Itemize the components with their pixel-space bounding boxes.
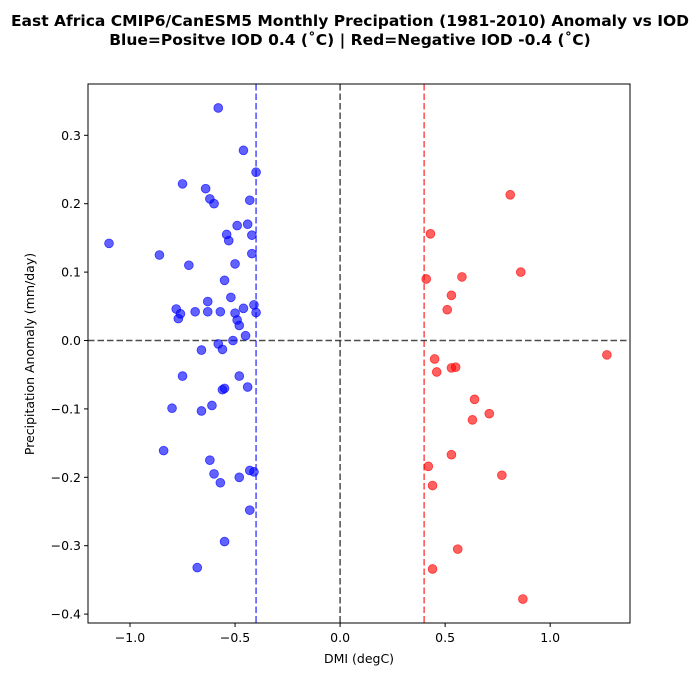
x-tick-label: 0.0 (330, 630, 350, 645)
data-point (217, 344, 228, 355)
y-tick-label: 0.0 (61, 333, 81, 348)
data-point (226, 292, 236, 303)
chart-title-line-1: East Africa CMIP6/CanESM5 Monthly Precip… (11, 12, 689, 30)
axes: −1.0 −0.5 0.0 0.5 1.0 −0.4 −0.3 −0.2 −0.1 0.0 0.1 0… (51, 83, 631, 645)
y-tick-label: 0.3 (61, 128, 81, 143)
y-tick-label: −0.2 (51, 470, 81, 485)
data-point (242, 219, 253, 230)
data-point (442, 304, 453, 315)
data-point (192, 562, 203, 573)
data-point (251, 167, 261, 178)
x-axis-label: DMI (degC) (324, 651, 394, 666)
plot-frame (87, 83, 631, 624)
data-point (177, 179, 188, 189)
data-point (228, 335, 238, 346)
data-point (244, 505, 255, 515)
data-point (215, 306, 226, 317)
data-point (238, 145, 249, 156)
data-point (515, 267, 526, 277)
data-point (450, 362, 461, 372)
data-point (190, 306, 200, 317)
data-point (452, 544, 463, 554)
data-point (467, 415, 478, 425)
data-point (427, 564, 438, 574)
chart-title-line-2: Blue=Positve IOD 0.4 (˚C) | Red=Negative… (109, 30, 591, 50)
data-point (167, 403, 177, 414)
data-point (215, 477, 226, 488)
data-point (421, 274, 432, 284)
data-point (497, 470, 507, 481)
data-point (213, 103, 224, 113)
data-point (469, 394, 480, 405)
data-point (219, 383, 230, 394)
data-point (154, 250, 165, 260)
x-tick-label: −0.5 (220, 630, 250, 645)
data-point (431, 367, 442, 377)
x-tick-label: 0.5 (435, 630, 455, 645)
data-point (425, 228, 436, 239)
y-tick-label: 0.2 (61, 196, 81, 211)
data-point (423, 461, 434, 472)
data-point (446, 290, 457, 301)
y-tick-label: −0.1 (51, 401, 81, 416)
data-point (196, 406, 207, 416)
data-point (158, 445, 169, 456)
data-point (505, 190, 516, 200)
data-point (240, 330, 251, 341)
data-point (251, 307, 261, 318)
x-tick-label: −1.0 (115, 630, 145, 645)
data-point (249, 467, 259, 477)
data-point (230, 259, 240, 269)
data-point (184, 260, 194, 271)
y-tick-label: −0.3 (51, 538, 81, 553)
data-point (223, 235, 234, 246)
data-point (200, 183, 211, 194)
plot-area (88, 84, 630, 623)
data-point (234, 320, 245, 331)
data-point (219, 536, 230, 547)
data-point (234, 472, 245, 483)
data-point (602, 350, 612, 360)
data-point (427, 480, 438, 491)
data-point (232, 220, 242, 231)
data-point (202, 296, 213, 307)
data-point (207, 400, 217, 411)
data-point (205, 455, 215, 466)
data-point (244, 195, 255, 206)
data-point (457, 272, 467, 282)
data-point (518, 594, 528, 604)
data-point (219, 275, 230, 286)
data-point (234, 371, 245, 381)
data-point (484, 408, 495, 419)
data-point (247, 230, 257, 240)
data-point (209, 198, 219, 209)
data-point (209, 469, 219, 479)
data-point (446, 449, 457, 460)
data-point (177, 371, 188, 381)
data-point (242, 382, 253, 392)
data-point (238, 303, 249, 314)
data-point (202, 306, 213, 317)
data-point (247, 248, 257, 259)
y-tick-label: −0.4 (51, 607, 81, 622)
x-tick-label: 1.0 (540, 630, 560, 645)
data-point (175, 309, 186, 319)
data-point (429, 354, 440, 364)
data-point (196, 345, 207, 355)
y-axis-label: Precipitation Anomaly (mm/day) (22, 253, 37, 455)
y-tick-label: 0.1 (61, 265, 81, 280)
data-point (104, 238, 114, 249)
